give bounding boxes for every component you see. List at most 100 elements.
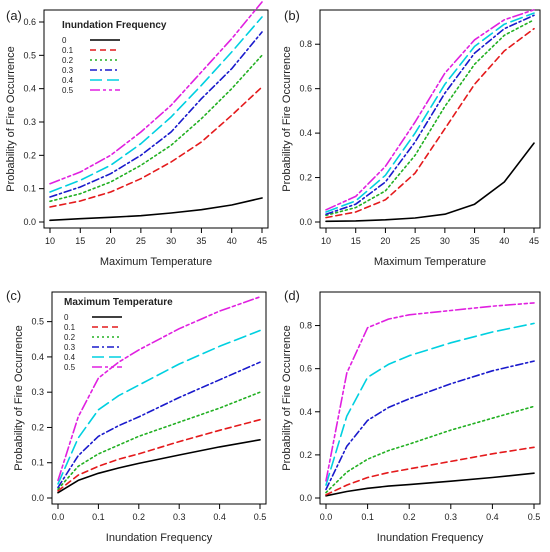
x-tick-label: 25: [410, 236, 420, 246]
legend-label: 0.2: [62, 56, 74, 65]
x-tick-label: 10: [321, 236, 331, 246]
x-tick-label: 0.1: [361, 512, 374, 522]
series-line-0: [325, 142, 535, 223]
y-tick-label: 0.6: [299, 364, 312, 374]
legend-label: 0.3: [64, 343, 76, 352]
y-tick-label: 0.4: [23, 84, 36, 94]
series-line-0-4: [325, 322, 535, 486]
chart-panel-1: (a)10 15 20 25 30 35 40 450.00.10.20.30.40.50.6…: [5, 1, 269, 268]
x-tick-label: 0.4: [486, 512, 499, 522]
series-line-0-1: [57, 418, 261, 492]
y-tick-label: 0.0: [299, 217, 312, 227]
legend: Inundation Frequency 00.10.20.30.40.5: [62, 20, 167, 95]
x-tick-label: 25: [136, 236, 146, 246]
x-axis-label: Inundation Frequency: [106, 532, 213, 544]
y-tick-label: 0.6: [23, 17, 36, 27]
y-axis-label: Probability of Fire Occurrence: [281, 46, 293, 192]
legend-label: 0: [62, 36, 67, 45]
y-tick-label: 0.6: [299, 84, 312, 94]
series-line-0: [57, 438, 261, 494]
x-tick-label: 20: [380, 236, 390, 246]
series-line-0-4: [49, 16, 263, 193]
x-tick-label: 15: [75, 236, 85, 246]
y-tick-label: 0.5: [31, 317, 44, 327]
y-tick-label: 0.3: [31, 387, 44, 397]
y-tick-label: 0.4: [299, 407, 312, 417]
series-line-0-2: [325, 405, 535, 494]
x-tick-label: 0.2: [133, 512, 146, 522]
panel-label: (a): [6, 8, 22, 23]
plot-frame: [319, 291, 541, 505]
series-line-0-2: [325, 18, 535, 217]
legend-label: 0.4: [64, 353, 76, 362]
series-line-0-3: [49, 31, 263, 198]
series-line-0: [325, 472, 535, 497]
legend-label: 0.4: [62, 76, 74, 85]
chart-panel-4: (d) 0.0 0.1 0.2 0.3 0.4 0.5 0.0 0.2 0.4 0.6 0.8 Inun…: [281, 288, 541, 544]
legend: Maximum Temperature 00.10.20.30.40.5: [64, 297, 173, 372]
y-tick-label: 0.0: [299, 493, 312, 503]
x-tick-label: 45: [529, 236, 539, 246]
x-tick-label: 0.3: [445, 512, 458, 522]
x-axis-label: Maximum Temperature: [100, 256, 212, 268]
chart-panel-3: (c)0.0 0.1 0.2 0.3 0.4 0.50.00.10.20.30.40.5I…: [6, 288, 267, 544]
y-axis-label: Probability of Fire Occurrence: [5, 46, 17, 192]
x-tick-label: 40: [227, 236, 237, 246]
y-tick-label: 0.1: [23, 184, 36, 194]
x-tick-label: 20: [106, 236, 116, 246]
series-line-0-4: [57, 329, 261, 485]
x-tick-label: 35: [196, 236, 206, 246]
y-axis-label: Probability of Fire Occurrence: [281, 325, 293, 471]
y-tick-label: 0.0: [23, 217, 36, 227]
x-tick-label: 35: [470, 236, 480, 246]
y-tick-label: 0.4: [31, 352, 44, 362]
series-line-0-1: [325, 27, 535, 219]
y-tick-label: 0.2: [299, 450, 312, 460]
x-axis-label: Maximum Temperature: [374, 256, 486, 268]
series-line-0-5: [325, 302, 535, 482]
y-tick-label: 0.2: [299, 173, 312, 183]
x-tick-label: 45: [257, 236, 267, 246]
x-tick-label: 30: [440, 236, 450, 246]
panel-label: (d): [284, 288, 300, 303]
x-tick-label: 0.5: [254, 512, 267, 522]
legend-label: 0.1: [62, 46, 74, 55]
series-line-0-2: [49, 54, 263, 203]
legend-label: 0.2: [64, 333, 76, 342]
series-line-0-3: [325, 14, 535, 215]
x-tick-label: 40: [499, 236, 509, 246]
panel-label: (b): [284, 8, 300, 23]
chart-panel-2: (b) 10 15 20 25 30 35 40 45 0.0 0.2 0.4 0.6 0.8 Maximu…: [281, 8, 541, 268]
series-line-0-1: [325, 446, 535, 496]
x-axis-label: Inundation Frequency: [377, 532, 484, 544]
x-tick-label: 15: [351, 236, 361, 246]
series-line-0: [49, 197, 263, 222]
x-tick-label: 0.5: [528, 512, 541, 522]
y-tick-label: 0.5: [23, 50, 36, 60]
y-tick-label: 0.1: [31, 458, 44, 468]
x-tick-label: 0.0: [52, 512, 65, 522]
x-tick-label: 30: [166, 236, 176, 246]
series-line-0-1: [49, 86, 263, 208]
legend-title: Maximum Temperature: [64, 297, 173, 308]
panel-label: (c): [6, 288, 21, 303]
y-tick-label: 0.4: [299, 128, 312, 138]
x-tick-label: 0.3: [173, 512, 186, 522]
y-tick-label: 0.2: [23, 150, 36, 160]
x-tick-label: 10: [45, 236, 55, 246]
plot-frame: [319, 9, 541, 229]
series-line-0-2: [57, 391, 261, 491]
x-tick-label: 0.1: [92, 512, 105, 522]
series-line-0-3: [325, 360, 535, 491]
series-line-0-5: [325, 9, 535, 211]
x-tick-label: 0.4: [213, 512, 226, 522]
legend-label: 0.3: [62, 66, 74, 75]
y-tick-label: 0.8: [299, 39, 312, 49]
y-tick-label: 0.2: [31, 422, 44, 432]
series-line-0-5: [49, 1, 263, 185]
y-tick-label: 0.3: [23, 117, 36, 127]
series-line-0-5: [57, 296, 261, 482]
legend-label: 0.5: [64, 363, 76, 372]
